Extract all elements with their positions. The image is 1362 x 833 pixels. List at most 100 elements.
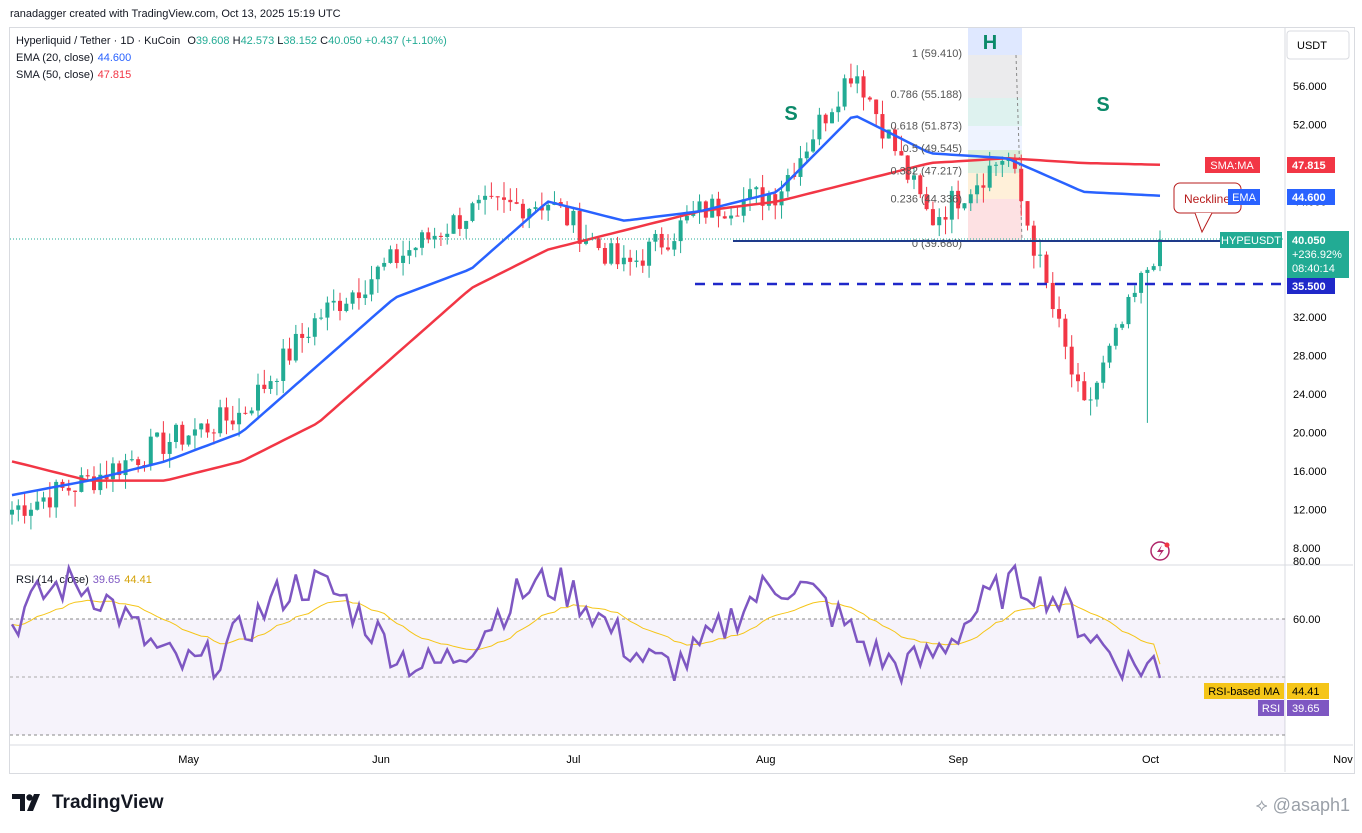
svg-text:35.500: 35.500 [1292, 281, 1326, 293]
candle-body [205, 423, 210, 433]
candle-body [54, 481, 59, 508]
candle-body [1113, 327, 1118, 346]
fib-level-label: 0.5 (49.545) [903, 143, 962, 155]
candle-body [363, 294, 368, 299]
candle-body [811, 139, 816, 152]
candle-body [331, 300, 336, 303]
high-value: 42.573 [240, 35, 275, 47]
ema-tag: EMA 44.600 [1228, 189, 1335, 205]
candle-body [495, 196, 500, 198]
chart-credit: ranadagger created with TradingView.com,… [10, 8, 341, 20]
candle-body [987, 165, 992, 188]
candle-body [98, 474, 103, 491]
candle-body [470, 203, 475, 221]
svg-text:44.41: 44.41 [1292, 686, 1320, 698]
candle-body [848, 78, 853, 84]
candle-body [350, 292, 355, 304]
candle-body [861, 76, 866, 98]
candle-body [180, 424, 185, 445]
sma-line [11, 157, 1161, 482]
candle-body [445, 233, 450, 237]
candle-body [722, 216, 727, 219]
watermark-icon: ⟡ [1255, 795, 1273, 815]
candle-body [369, 279, 374, 295]
candle-body [1012, 157, 1017, 169]
price-tick: 20.000 [1293, 428, 1327, 440]
last-price-tag: HYPEUSDT 40.050 +236.92% 08:40:14 [1220, 231, 1349, 278]
candle-body [401, 255, 406, 263]
price-tick: 32.000 [1293, 312, 1327, 324]
rsi-line [10, 562, 1162, 687]
candle-body [256, 384, 260, 411]
candle-body [312, 318, 317, 337]
candle-body [148, 436, 153, 466]
candle-body [10, 509, 14, 515]
candle-body [438, 235, 443, 237]
ema-legend[interactable]: EMA (20, close) 44.600 [16, 52, 131, 64]
candle-body [1069, 346, 1074, 375]
alert-lightning-icon[interactable] [1150, 541, 1170, 561]
candle-body [527, 208, 532, 219]
svg-text:RSI-based MA: RSI-based MA [1208, 686, 1280, 698]
candle-body [533, 207, 538, 209]
candle-body [230, 420, 235, 425]
candle-body [893, 129, 898, 152]
candle-body [1126, 296, 1131, 325]
close-label: C [320, 35, 329, 47]
candle-body [773, 194, 778, 206]
candle-body [502, 197, 506, 200]
candle-body [514, 202, 519, 204]
candle-body [375, 266, 380, 280]
sma-legend[interactable]: SMA (50, close) 47.815 [16, 69, 131, 81]
candle-body [1101, 362, 1106, 383]
rsi-ma-tag: RSI-based MA 44.41 [1204, 683, 1329, 699]
support-tag: 35.500 [1287, 278, 1335, 294]
currency-selector[interactable] [1286, 30, 1350, 60]
candle-body [1088, 399, 1093, 401]
candle-body [684, 215, 689, 221]
currency-label: USDT [1297, 40, 1327, 52]
candle-body [420, 232, 424, 248]
rsi-legend[interactable]: RSI (14, close) 39.65 44.41 [16, 574, 152, 586]
fib-retracement[interactable] [968, 54, 1023, 242]
price-axis[interactable]: 56.00052.00048.00044.00040.00036.00032.0… [1293, 81, 1327, 555]
fib-level-label: 0.618 (51.873) [890, 121, 962, 133]
candle-body [224, 407, 229, 421]
time-axis[interactable]: May Jun Jul Aug Sep Oct Nov [178, 754, 1353, 766]
candle-body [199, 423, 204, 430]
price-tick: 28.000 [1293, 351, 1327, 363]
symbol-legend[interactable]: Hyperliquid / Tether · 1D · KuCoin O39.6… [16, 35, 447, 47]
candle-body [243, 412, 248, 414]
watermark-text: @asaph1 [1272, 795, 1350, 815]
candle-body [211, 432, 216, 434]
candle-body [785, 175, 790, 192]
candle-body [968, 194, 973, 204]
candle-body [546, 204, 551, 211]
candle-body [262, 384, 267, 389]
svg-text:RSI: RSI [1262, 703, 1280, 715]
svg-text:EMA: EMA [1232, 192, 1257, 204]
tradingview-logo[interactable]: TradingView [12, 792, 164, 814]
candle-body [855, 76, 860, 84]
rsi-axis[interactable]: 80.00 60.00 [1293, 556, 1321, 626]
candle-body [817, 114, 822, 140]
candle-body [155, 432, 160, 437]
candle-body [1151, 266, 1156, 270]
candle-body [426, 232, 431, 240]
time-tick: Jul [566, 754, 580, 766]
candle-body [609, 243, 614, 264]
candle-body [1132, 292, 1137, 297]
time-tick: Nov [1333, 754, 1353, 766]
candle-body [930, 209, 935, 226]
sma-value: 47.815 [97, 69, 132, 81]
open-label: O [187, 35, 196, 47]
candle-body [596, 238, 601, 248]
low-value: 38.152 [283, 35, 318, 47]
candle-body [962, 203, 967, 209]
candle-body [1107, 345, 1112, 363]
candle-body [1025, 201, 1030, 226]
sma-label: SMA (50, close) [16, 69, 94, 81]
candle-body [489, 195, 494, 197]
candle-body [886, 129, 891, 139]
